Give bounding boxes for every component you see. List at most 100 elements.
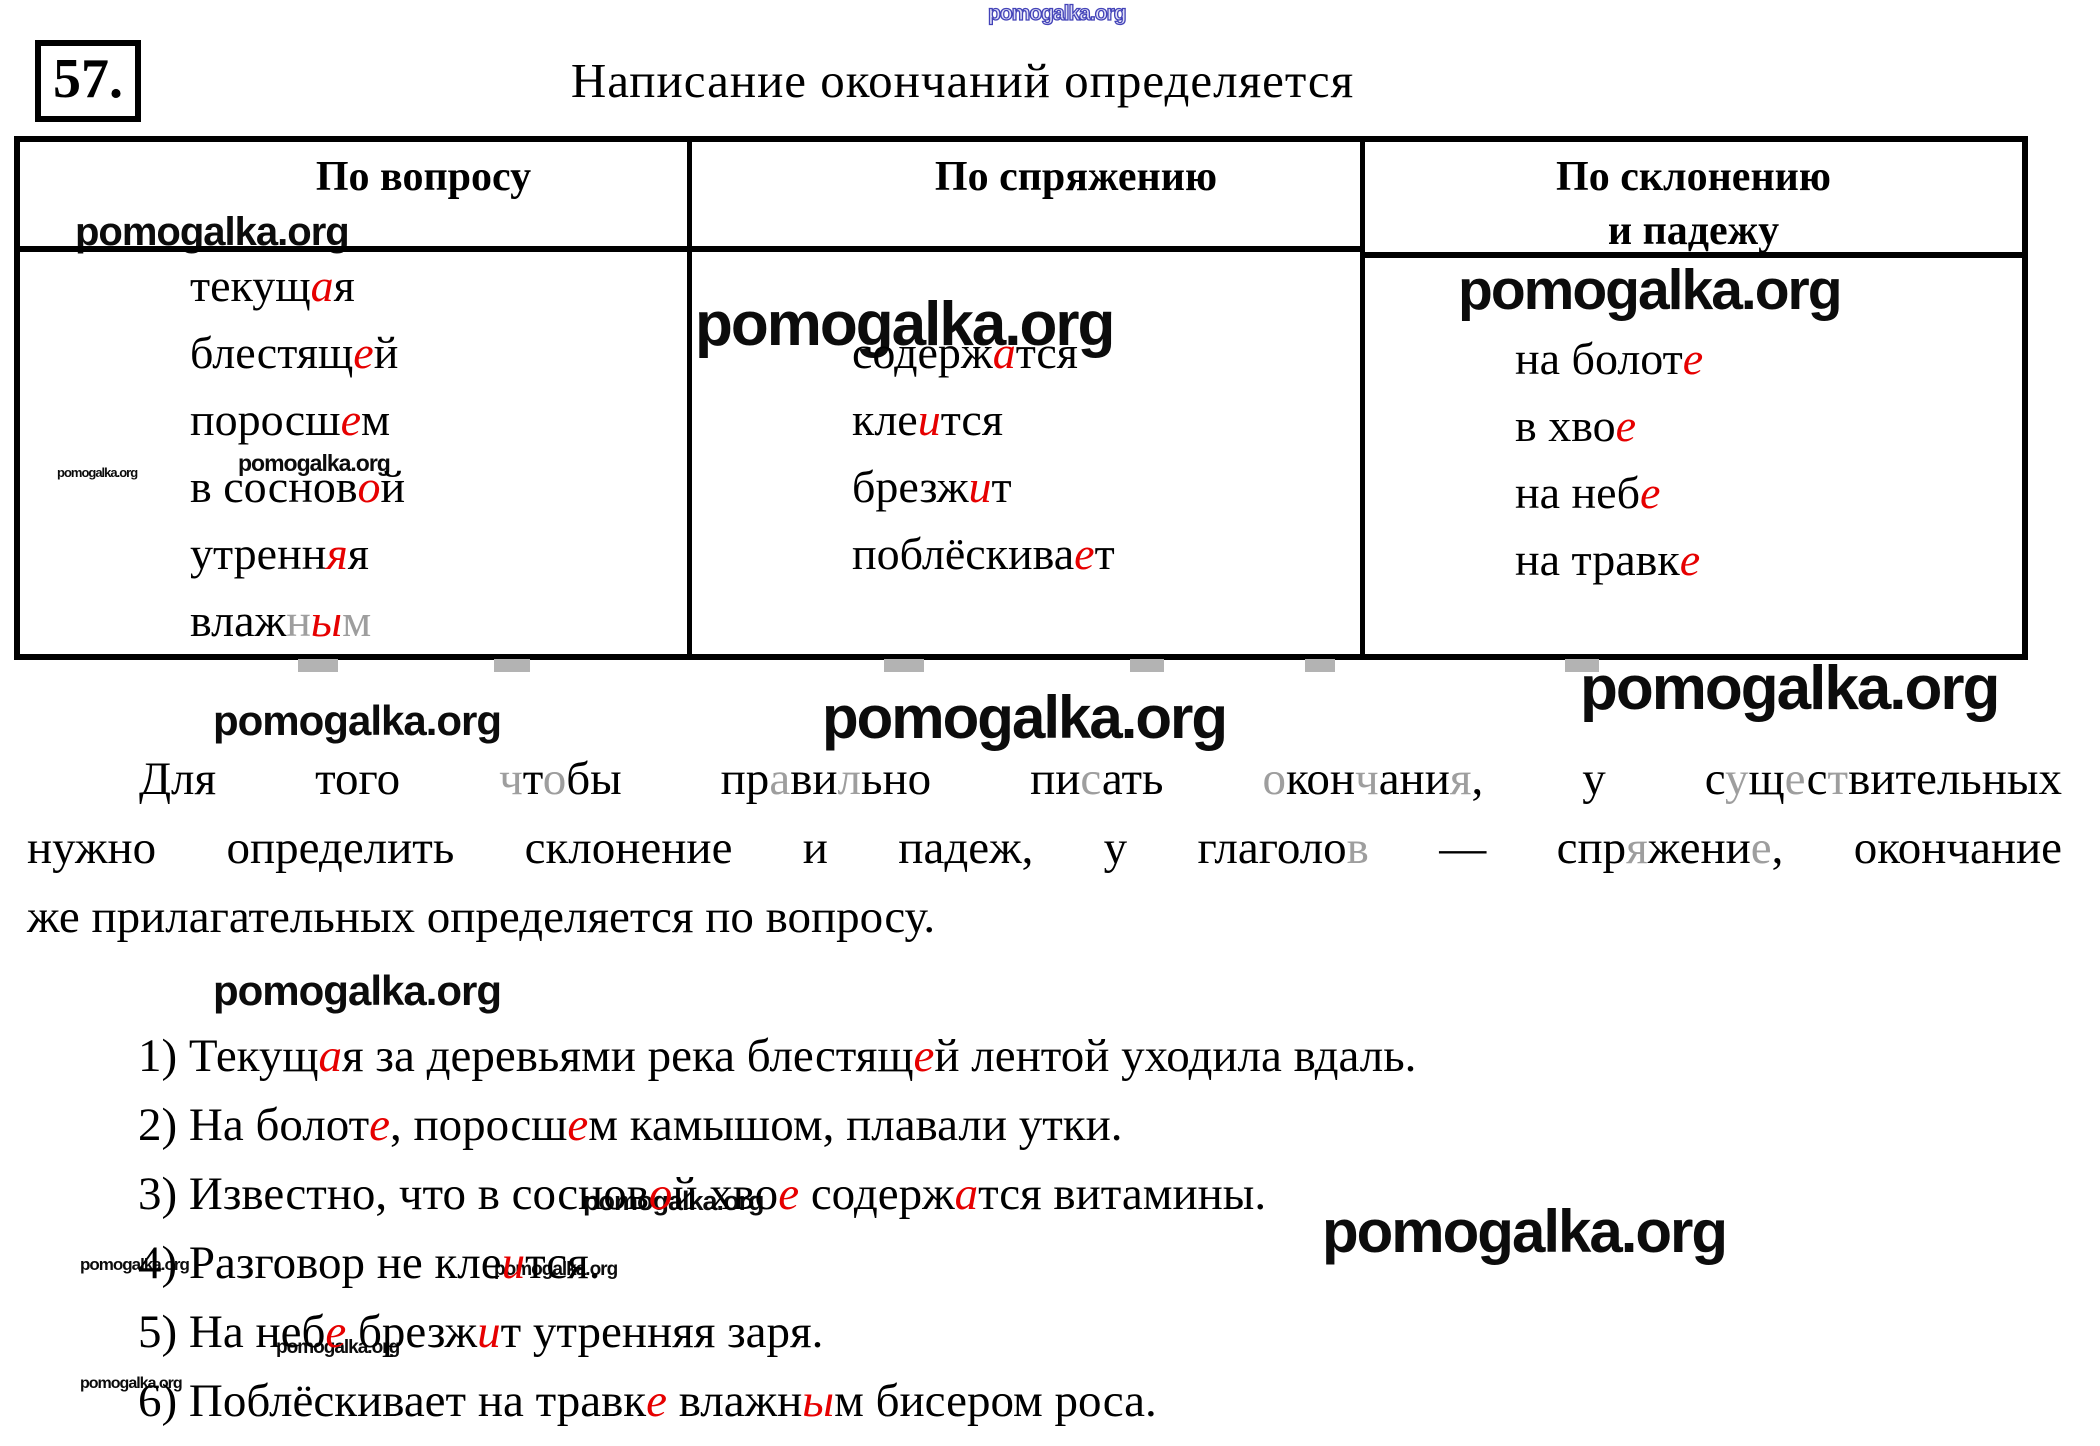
- faded-letter: е: [1784, 753, 1807, 805]
- highlighted-ending: е: [1074, 528, 1095, 579]
- exercise-number-box: 57.: [35, 40, 141, 122]
- highlighted-ending: е: [353, 327, 374, 378]
- faded-letter: л: [837, 753, 862, 805]
- table-cell-word: на травке: [1515, 534, 1701, 585]
- highlighted-ending: и: [477, 1306, 501, 1358]
- faded-letter: ч: [1355, 753, 1379, 805]
- watermark: pomogalka.org: [494, 1259, 618, 1280]
- table-header-line: По склонению: [1556, 154, 1831, 200]
- sentence-item: 3) Известно, что в сосновой хвое содержа…: [138, 1168, 1267, 1220]
- highlighted-ending: е: [369, 1099, 390, 1151]
- highlighted-ending: а: [310, 260, 334, 311]
- watermark: pomogalka.org: [75, 210, 350, 254]
- faded-letter: с: [1080, 753, 1102, 805]
- artifact-mark: [1305, 659, 1335, 672]
- highlighted-ending: о: [357, 461, 381, 512]
- artifact-mark: [494, 659, 530, 672]
- table-cell-word: поблёскивает: [852, 528, 1115, 579]
- highlighted-ending: е: [1682, 333, 1704, 384]
- watermark: pomogalka.org: [238, 450, 391, 476]
- table-header-by-question: По вопросу: [20, 142, 687, 252]
- table-cell-word: на болоте: [1515, 333, 1704, 384]
- highlighted-ending: ы: [310, 595, 343, 646]
- watermark: pomogalka.org: [1458, 258, 1843, 322]
- highlighted-ending: е: [1615, 400, 1637, 451]
- artifact-mark: [1130, 659, 1164, 672]
- table-column-by-question: По вопросу текущая блестящей поросшем в сос…: [20, 142, 692, 654]
- grammar-table: По вопросу текущая блестящей поросшем в сос…: [14, 136, 2028, 660]
- table-cell-word: в сосновой: [190, 461, 406, 512]
- highlighted-ending: и: [501, 1237, 526, 1289]
- highlighted-ending: и: [917, 394, 941, 445]
- watermark: pomogalka.org: [1580, 654, 2000, 723]
- watermark: pomogalka.org: [1322, 1198, 1728, 1265]
- table-body-by-conjugation: содержатся клеится брезжит поблёскивает: [692, 252, 1360, 654]
- table-cell-word: [1365, 593, 2022, 660]
- page-title: Написание окончаний определяется: [570, 53, 1355, 108]
- highlighted-ending: е: [646, 1375, 667, 1427]
- highlighted-ending: ы: [802, 1375, 835, 1427]
- table-cell-word: утренняя: [190, 528, 369, 579]
- highlighted-ending: я: [326, 528, 348, 579]
- table-cell-word: [1365, 258, 2022, 325]
- watermark: pomogalka.org: [80, 1375, 183, 1392]
- faded-letter: т: [1827, 753, 1849, 805]
- table-header-by-declension: По склонению и падежу: [1365, 142, 2022, 258]
- highlighted-ending: а: [318, 1030, 343, 1082]
- sentence-item: 4) Разговор не клеится.: [138, 1237, 601, 1289]
- table-cell-word: [692, 252, 1360, 319]
- highlighted-ending: е: [1679, 534, 1701, 585]
- highlighted-ending: а: [954, 1168, 979, 1220]
- sentence-item: 2) На болоте, поросшем камышом, плавали …: [138, 1099, 1123, 1151]
- faded-letter: у: [1724, 753, 1749, 805]
- table-cell-word: блестящей: [190, 327, 399, 378]
- paragraph-line: же прилагательных определяется по вопрос…: [27, 891, 936, 943]
- table-column-by-declension: По склонению и падежу на болоте в хвое на н…: [1365, 142, 2022, 654]
- faded-letter: о: [1262, 753, 1286, 805]
- table-body-by-question: текущая блестящей поросшем в сосновой утренн…: [20, 252, 687, 654]
- table-header-by-conjugation: По спряжению: [692, 142, 1360, 252]
- sentence-item: 5) На небе брезжит утренняя заря.: [138, 1306, 824, 1358]
- highlighted-ending: е: [340, 394, 362, 445]
- highlighted-ending: и: [968, 461, 992, 512]
- highlighted-ending: е: [778, 1168, 800, 1220]
- watermark: pomogalka.org: [583, 1186, 765, 1216]
- table-cell-word: брезжит: [852, 461, 1012, 512]
- highlighted-ending: е: [913, 1030, 935, 1082]
- highlighted-ending: е: [567, 1099, 589, 1151]
- table-cell-word: содержатся: [852, 327, 1078, 378]
- highlighted-ending: о: [648, 1168, 673, 1220]
- highlighted-ending: а: [992, 327, 1016, 378]
- table-cell-word: клеится: [852, 394, 1003, 445]
- artifact-mark: [298, 659, 338, 672]
- table-header-line: По спряжению: [934, 154, 1218, 200]
- table-body-by-declension: на болоте в хвое на небе на травке: [1365, 258, 2022, 660]
- highlighted-ending: е: [325, 1306, 347, 1358]
- sentence-item: 6) Поблёскивает на травке влажным бисеро…: [138, 1375, 1157, 1427]
- watermark: pomogalka.org: [213, 697, 502, 744]
- watermark: pomogalka.org: [695, 290, 1115, 359]
- paragraph-line: нужно определить склонение и падеж, у гл…: [27, 822, 2063, 874]
- artifact-mark: [1565, 659, 1599, 672]
- faded-letter: а: [769, 753, 791, 805]
- explanation-paragraph: Для того чтобы правильно писать окончани…: [27, 745, 2062, 952]
- highlighted-ending: е: [1639, 467, 1661, 518]
- table-cell-word: поросшем: [190, 394, 391, 445]
- table-cell-word: [692, 587, 1360, 654]
- faded-letter: м: [342, 595, 372, 646]
- faded-letter: в: [1346, 822, 1369, 874]
- table-column-by-conjugation: По спряжению содержатся клеится брезжит поб…: [692, 142, 1365, 654]
- table-cell-word: на небе: [1515, 467, 1661, 518]
- paragraph-line: Для того чтобы правильно писать окончани…: [139, 753, 2062, 805]
- faded-letter: я: [1626, 822, 1648, 874]
- faded-letter: о: [542, 753, 567, 805]
- watermark: pomogalka.org: [213, 967, 502, 1014]
- artifact-mark: [884, 659, 924, 672]
- watermark: pomogalka.org: [822, 684, 1228, 751]
- table-header-line: По вопросу: [315, 154, 532, 200]
- table-header-line: и падежу: [1607, 208, 1780, 254]
- exercise-number: 57.: [53, 48, 123, 110]
- watermark: pomogalka.org: [80, 1255, 190, 1274]
- faded-letter: ч: [499, 753, 523, 805]
